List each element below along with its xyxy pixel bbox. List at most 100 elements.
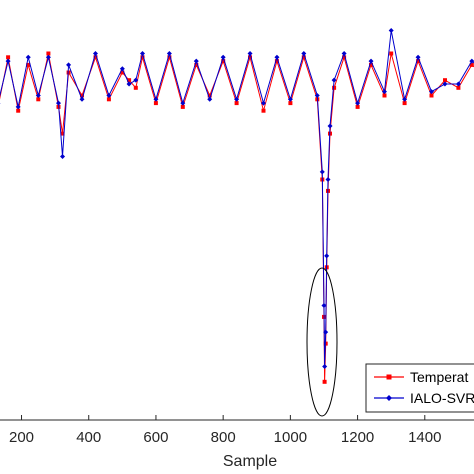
- highlight-ellipse: [306, 267, 338, 417]
- data-point-ialo-svr-6: [55, 100, 61, 106]
- data-point-temperature-23: [248, 55, 252, 60]
- data-point-ialo-svr-35: [327, 123, 333, 129]
- data-point-temperature-1: [6, 55, 11, 60]
- data-point-ialo-svr-41: [388, 28, 394, 34]
- plot-area: [0, 0, 474, 420]
- data-point-ialo-svr-16: [153, 96, 159, 102]
- x-tick-label-1200: 1200: [341, 429, 374, 446]
- data-point-temperature-27: [301, 55, 306, 60]
- x-tick-label-400: 400: [76, 429, 101, 446]
- data-point-ialo-svr-40: [381, 89, 387, 95]
- data-point-ialo-svr-15: [140, 50, 146, 56]
- x-tick-label-1400: 1400: [408, 429, 441, 446]
- data-point-temperature-7: [60, 131, 65, 136]
- data-point-temperature-45: [443, 78, 447, 83]
- data-point-temperature-41: [389, 51, 394, 56]
- data-point-temperature-39: [369, 62, 373, 67]
- data-point-temperature-47: [469, 62, 474, 67]
- data-point-ialo-svr-39: [368, 58, 374, 64]
- data-point-temperature-46: [456, 85, 461, 90]
- data-point-ialo-svr-38: [355, 100, 361, 106]
- data-point-temperature-12: [120, 70, 125, 75]
- data-point-temperature-21: [221, 59, 226, 64]
- data-point-temperature-19: [194, 62, 199, 67]
- data-point-temperature-20: [207, 93, 212, 98]
- x-tick-label-1000: 1000: [274, 429, 307, 446]
- data-point-ialo-svr-27: [301, 50, 307, 56]
- data-point-ialo-svr-13: [126, 81, 132, 87]
- legend-label-ialo-svr: IALO-SVR: [410, 390, 474, 406]
- data-point-temperature-44: [429, 93, 434, 98]
- data-point-ialo-svr-33: [324, 253, 330, 259]
- data-point-temperature-15: [140, 55, 145, 60]
- data-point-ialo-svr-5: [45, 54, 51, 60]
- data-point-ialo-svr-34: [325, 176, 331, 182]
- data-point-temperature-8: [66, 70, 71, 75]
- data-point-temperature-40: [382, 93, 387, 98]
- x-tick-label-600: 600: [143, 429, 168, 446]
- data-point-ialo-svr-37: [341, 50, 347, 56]
- legend-label-temperature: Temperat: [410, 369, 468, 385]
- data-point-temperature-38: [355, 104, 360, 109]
- data-point-ialo-svr-25: [274, 54, 280, 60]
- x-axis-title: Sample: [223, 453, 277, 470]
- legend-marker-temperature: [386, 374, 392, 380]
- data-point-ialo-svr-22: [234, 96, 240, 102]
- data-point-temperature-9: [80, 93, 84, 98]
- data-point-temperature-36: [332, 85, 337, 90]
- data-point-ialo-svr-24: [260, 100, 266, 106]
- data-point-temperature-26: [288, 101, 293, 106]
- data-point-ialo-svr-3: [25, 54, 31, 60]
- data-point-ialo-svr-29: [319, 169, 325, 175]
- data-point-temperature-24: [261, 108, 266, 113]
- data-point-ialo-svr-7: [60, 154, 66, 160]
- data-point-temperature-14: [133, 85, 138, 90]
- data-point-temperature-2: [16, 108, 21, 113]
- data-point-temperature-10: [93, 55, 98, 60]
- data-point-ialo-svr-9: [79, 96, 85, 102]
- data-point-temperature-42: [402, 101, 407, 106]
- data-point-temperature-31: [322, 379, 327, 384]
- data-point-ialo-svr-11: [106, 92, 112, 98]
- data-point-ialo-svr-8: [66, 62, 72, 68]
- legend-box: [365, 363, 474, 413]
- data-point-ialo-svr-10: [92, 50, 98, 56]
- data-point-ialo-svr-26: [287, 96, 293, 102]
- data-point-temperature-3: [26, 62, 31, 67]
- data-point-ialo-svr-12: [119, 66, 125, 72]
- data-point-temperature-25: [274, 59, 279, 64]
- data-point-ialo-svr-23: [247, 50, 253, 56]
- data-point-temperature-22: [234, 101, 239, 106]
- data-point-ialo-svr-18: [180, 100, 186, 106]
- data-point-ialo-svr-47: [469, 58, 474, 64]
- data-point-ialo-svr-17: [166, 50, 172, 56]
- data-point-ialo-svr-19: [193, 58, 199, 64]
- data-point-ialo-svr-36: [331, 77, 337, 83]
- data-point-ialo-svr-31: [322, 364, 328, 370]
- data-point-ialo-svr-46: [455, 81, 461, 87]
- data-point-ialo-svr-32: [323, 329, 329, 335]
- data-point-ialo-svr-44: [429, 89, 435, 95]
- data-point-temperature-18: [180, 104, 185, 109]
- data-point-ialo-svr-20: [207, 96, 213, 102]
- data-point-ialo-svr-28: [314, 92, 320, 98]
- data-point-temperature-5: [46, 51, 51, 56]
- data-point-ialo-svr-2: [15, 104, 21, 110]
- data-point-ialo-svr-4: [35, 92, 41, 98]
- x-tick-label-800: 800: [211, 429, 236, 446]
- data-point-ialo-svr-14: [133, 77, 139, 83]
- legend-marker-ialo-svr: [386, 395, 392, 401]
- data-point-ialo-svr-45: [442, 81, 448, 87]
- data-point-temperature-17: [167, 55, 172, 60]
- data-point-temperature-16: [153, 101, 158, 106]
- data-point-temperature-4: [36, 97, 41, 102]
- data-point-ialo-svr-30: [321, 302, 327, 308]
- data-point-ialo-svr-42: [402, 96, 408, 102]
- x-tick-label-200: 200: [9, 429, 34, 446]
- x-axis-ticks: 200 400 600 800 1000 1200 1400: [9, 415, 441, 446]
- data-point-ialo-svr-1: [5, 58, 11, 64]
- data-point-temperature-11: [106, 97, 111, 102]
- legend: Temperat IALO-SVR: [365, 363, 474, 413]
- data-point-temperature-37: [342, 55, 347, 60]
